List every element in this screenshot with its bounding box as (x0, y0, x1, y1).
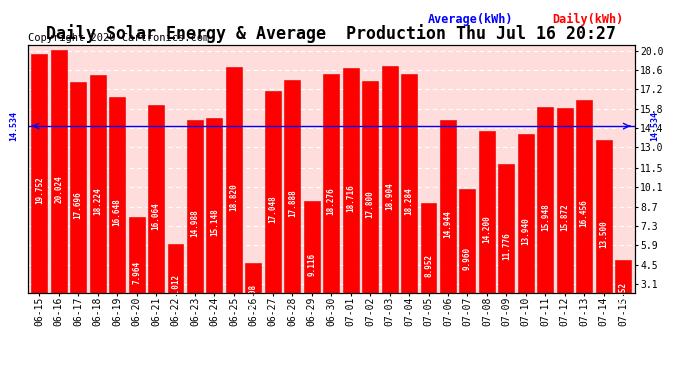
Bar (148, 105, 164, 327)
Text: 14.988: 14.988 (190, 210, 199, 237)
Bar (70, 82, 86, 327)
Bar (460, 189, 475, 327)
Bar (168, 244, 184, 327)
Text: 14.944: 14.944 (444, 210, 453, 238)
Text: 14.200: 14.200 (482, 215, 491, 243)
Text: Daily(kWh): Daily(kWh) (552, 13, 623, 26)
Text: 18.716: 18.716 (346, 184, 355, 211)
Text: 4.608: 4.608 (249, 284, 258, 307)
Text: 11.776: 11.776 (502, 232, 511, 260)
Text: 16.648: 16.648 (112, 198, 121, 226)
Bar (31, 54, 47, 327)
Text: 14.534: 14.534 (10, 111, 19, 141)
Text: 13.940: 13.940 (522, 217, 531, 244)
Text: 20.024: 20.024 (55, 175, 63, 202)
Text: 18.904: 18.904 (385, 183, 394, 210)
Text: 8.952: 8.952 (424, 254, 433, 277)
Text: Copyright 2020 Cartronics.com: Copyright 2020 Cartronics.com (28, 33, 209, 42)
Bar (615, 260, 631, 327)
Text: 18.224: 18.224 (93, 187, 102, 215)
Text: 17.888: 17.888 (288, 189, 297, 217)
Bar (90, 75, 106, 327)
Text: 16.456: 16.456 (580, 200, 589, 227)
Bar (226, 67, 242, 327)
Text: 18.284: 18.284 (404, 187, 413, 214)
Text: 17.696: 17.696 (74, 191, 83, 219)
Bar (51, 50, 67, 327)
Text: Average(kWh): Average(kWh) (428, 13, 513, 26)
Bar (304, 201, 319, 327)
Text: 19.752: 19.752 (34, 177, 43, 204)
Text: 15.948: 15.948 (541, 203, 550, 231)
Bar (498, 164, 514, 327)
Bar (109, 97, 125, 327)
Bar (440, 120, 456, 327)
Text: 7.964: 7.964 (132, 261, 141, 284)
Text: 6.012: 6.012 (171, 274, 180, 297)
Text: 9.116: 9.116 (307, 252, 316, 276)
Bar (323, 74, 339, 327)
Bar (595, 140, 611, 327)
Text: 15.148: 15.148 (210, 209, 219, 236)
Bar (362, 81, 378, 327)
Bar (401, 74, 417, 327)
Bar (518, 134, 534, 327)
Text: 17.048: 17.048 (268, 195, 277, 223)
Text: 4.852: 4.852 (619, 282, 628, 305)
Text: 15.872: 15.872 (560, 204, 569, 231)
Text: 18.820: 18.820 (229, 183, 238, 211)
Bar (343, 68, 359, 327)
Title: Daily Solar Energy & Average  Production Thu Jul 16 20:27: Daily Solar Energy & Average Production … (46, 24, 616, 44)
Bar (187, 120, 203, 327)
Bar (265, 92, 281, 327)
Text: 13.500: 13.500 (599, 220, 608, 248)
Bar (420, 203, 437, 327)
Bar (128, 217, 145, 327)
Bar (382, 66, 397, 327)
Text: 17.800: 17.800 (366, 190, 375, 218)
Text: 16.064: 16.064 (152, 202, 161, 230)
Bar (576, 99, 592, 327)
Text: 14.534: 14.534 (650, 111, 659, 141)
Bar (206, 118, 222, 327)
Text: 18.276: 18.276 (326, 187, 336, 214)
Bar (284, 80, 300, 327)
Bar (538, 106, 553, 327)
Text: 9.960: 9.960 (463, 247, 472, 270)
Bar (479, 131, 495, 327)
Bar (557, 108, 573, 327)
Bar (246, 263, 262, 327)
